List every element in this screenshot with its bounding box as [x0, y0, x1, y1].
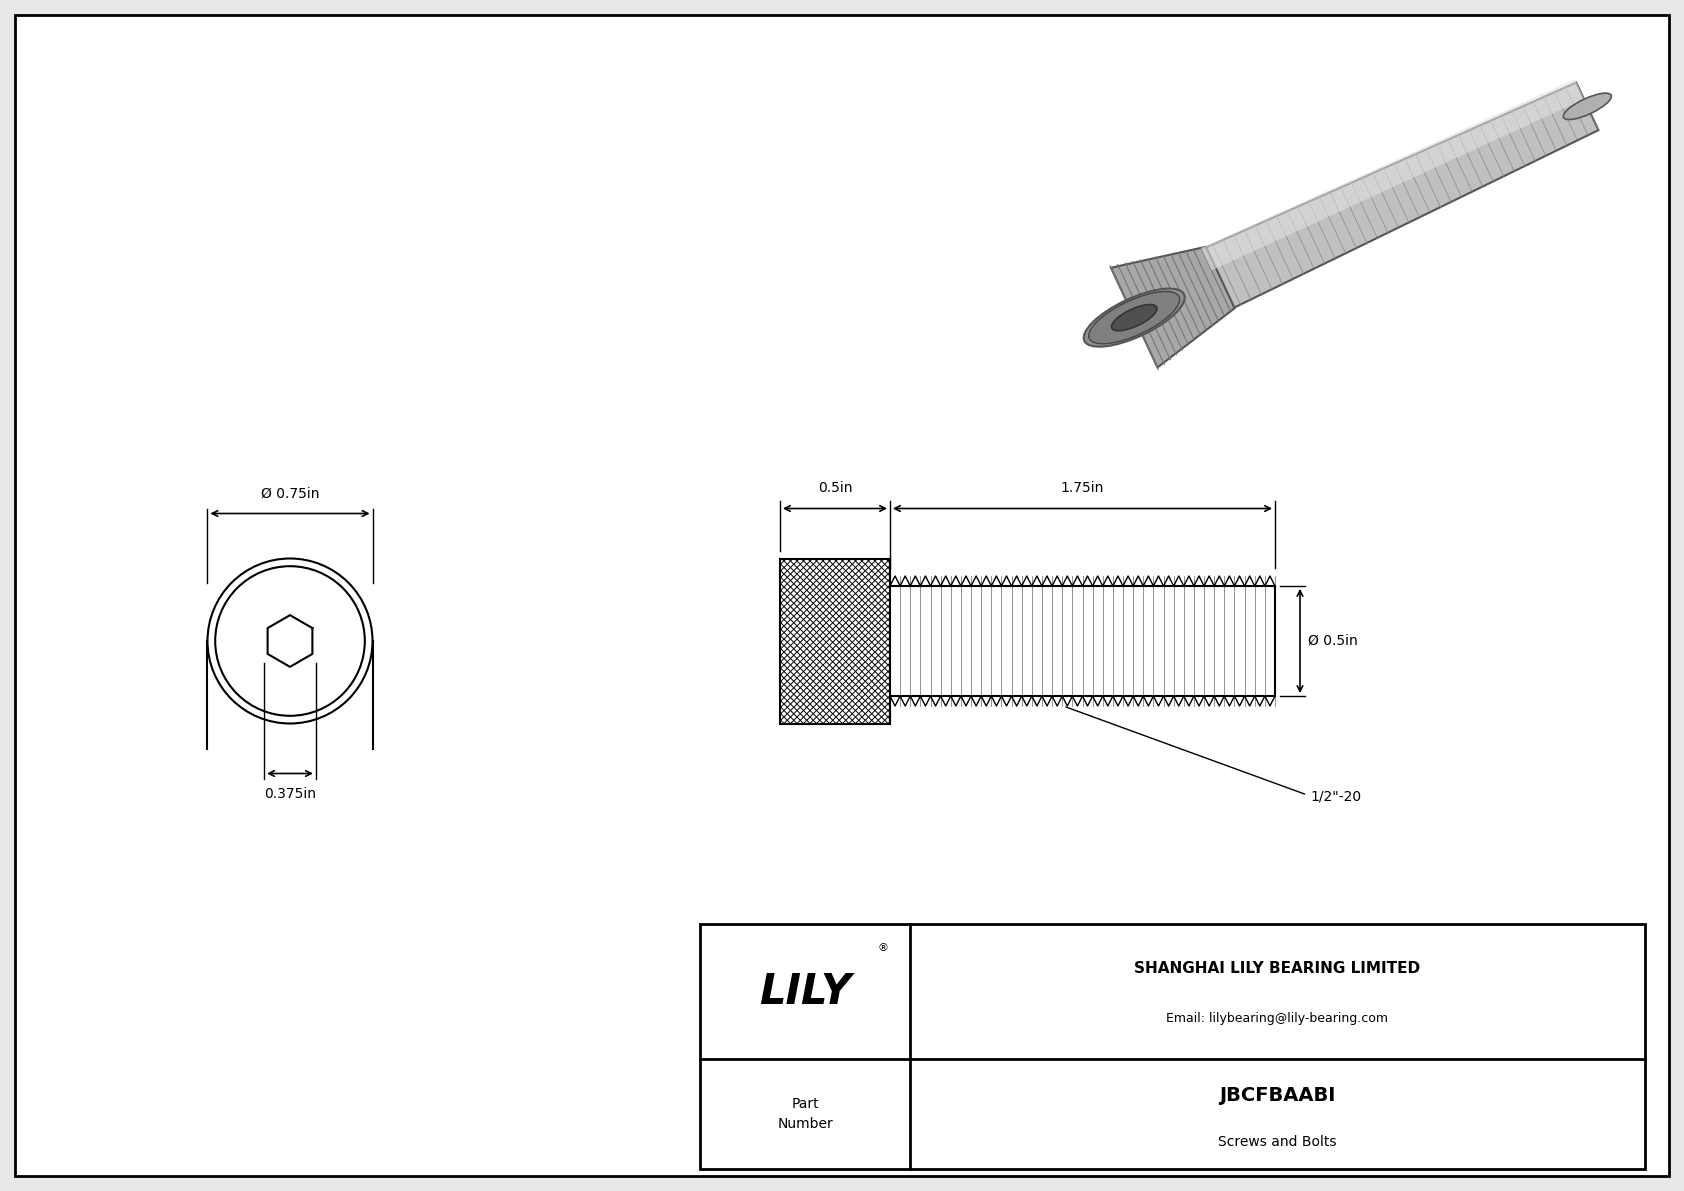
Text: Screws and Bolts: Screws and Bolts [1218, 1135, 1337, 1148]
Text: ®: ® [877, 943, 887, 953]
Text: 1.75in: 1.75in [1061, 481, 1105, 495]
Text: Part
Number: Part Number [776, 1097, 834, 1131]
Text: 0.375in: 0.375in [264, 786, 317, 800]
Ellipse shape [1563, 93, 1612, 119]
Ellipse shape [1084, 288, 1186, 347]
Polygon shape [1202, 82, 1598, 310]
Text: SHANGHAI LILY BEARING LIMITED: SHANGHAI LILY BEARING LIMITED [1135, 961, 1421, 977]
Text: Email: lilybearing@lily-bearing.com: Email: lilybearing@lily-bearing.com [1167, 1012, 1389, 1025]
Bar [780, 559, 891, 723]
Circle shape [216, 566, 365, 716]
Circle shape [207, 559, 372, 723]
Text: Ø 0.75in: Ø 0.75in [261, 486, 320, 500]
Polygon shape [1111, 247, 1234, 368]
Bar [701, 924, 1645, 1170]
Polygon shape [1201, 79, 1585, 270]
Ellipse shape [1111, 305, 1157, 331]
Ellipse shape [1090, 292, 1180, 344]
Text: 1/2"-20: 1/2"-20 [1066, 707, 1361, 803]
Bar [780, 559, 891, 723]
Text: Ø 0.5in: Ø 0.5in [1308, 634, 1357, 648]
Text: 0.5in: 0.5in [818, 481, 852, 495]
Text: LILY: LILY [759, 971, 850, 1012]
Text: JBCFBAABI: JBCFBAABI [1219, 1086, 1335, 1105]
